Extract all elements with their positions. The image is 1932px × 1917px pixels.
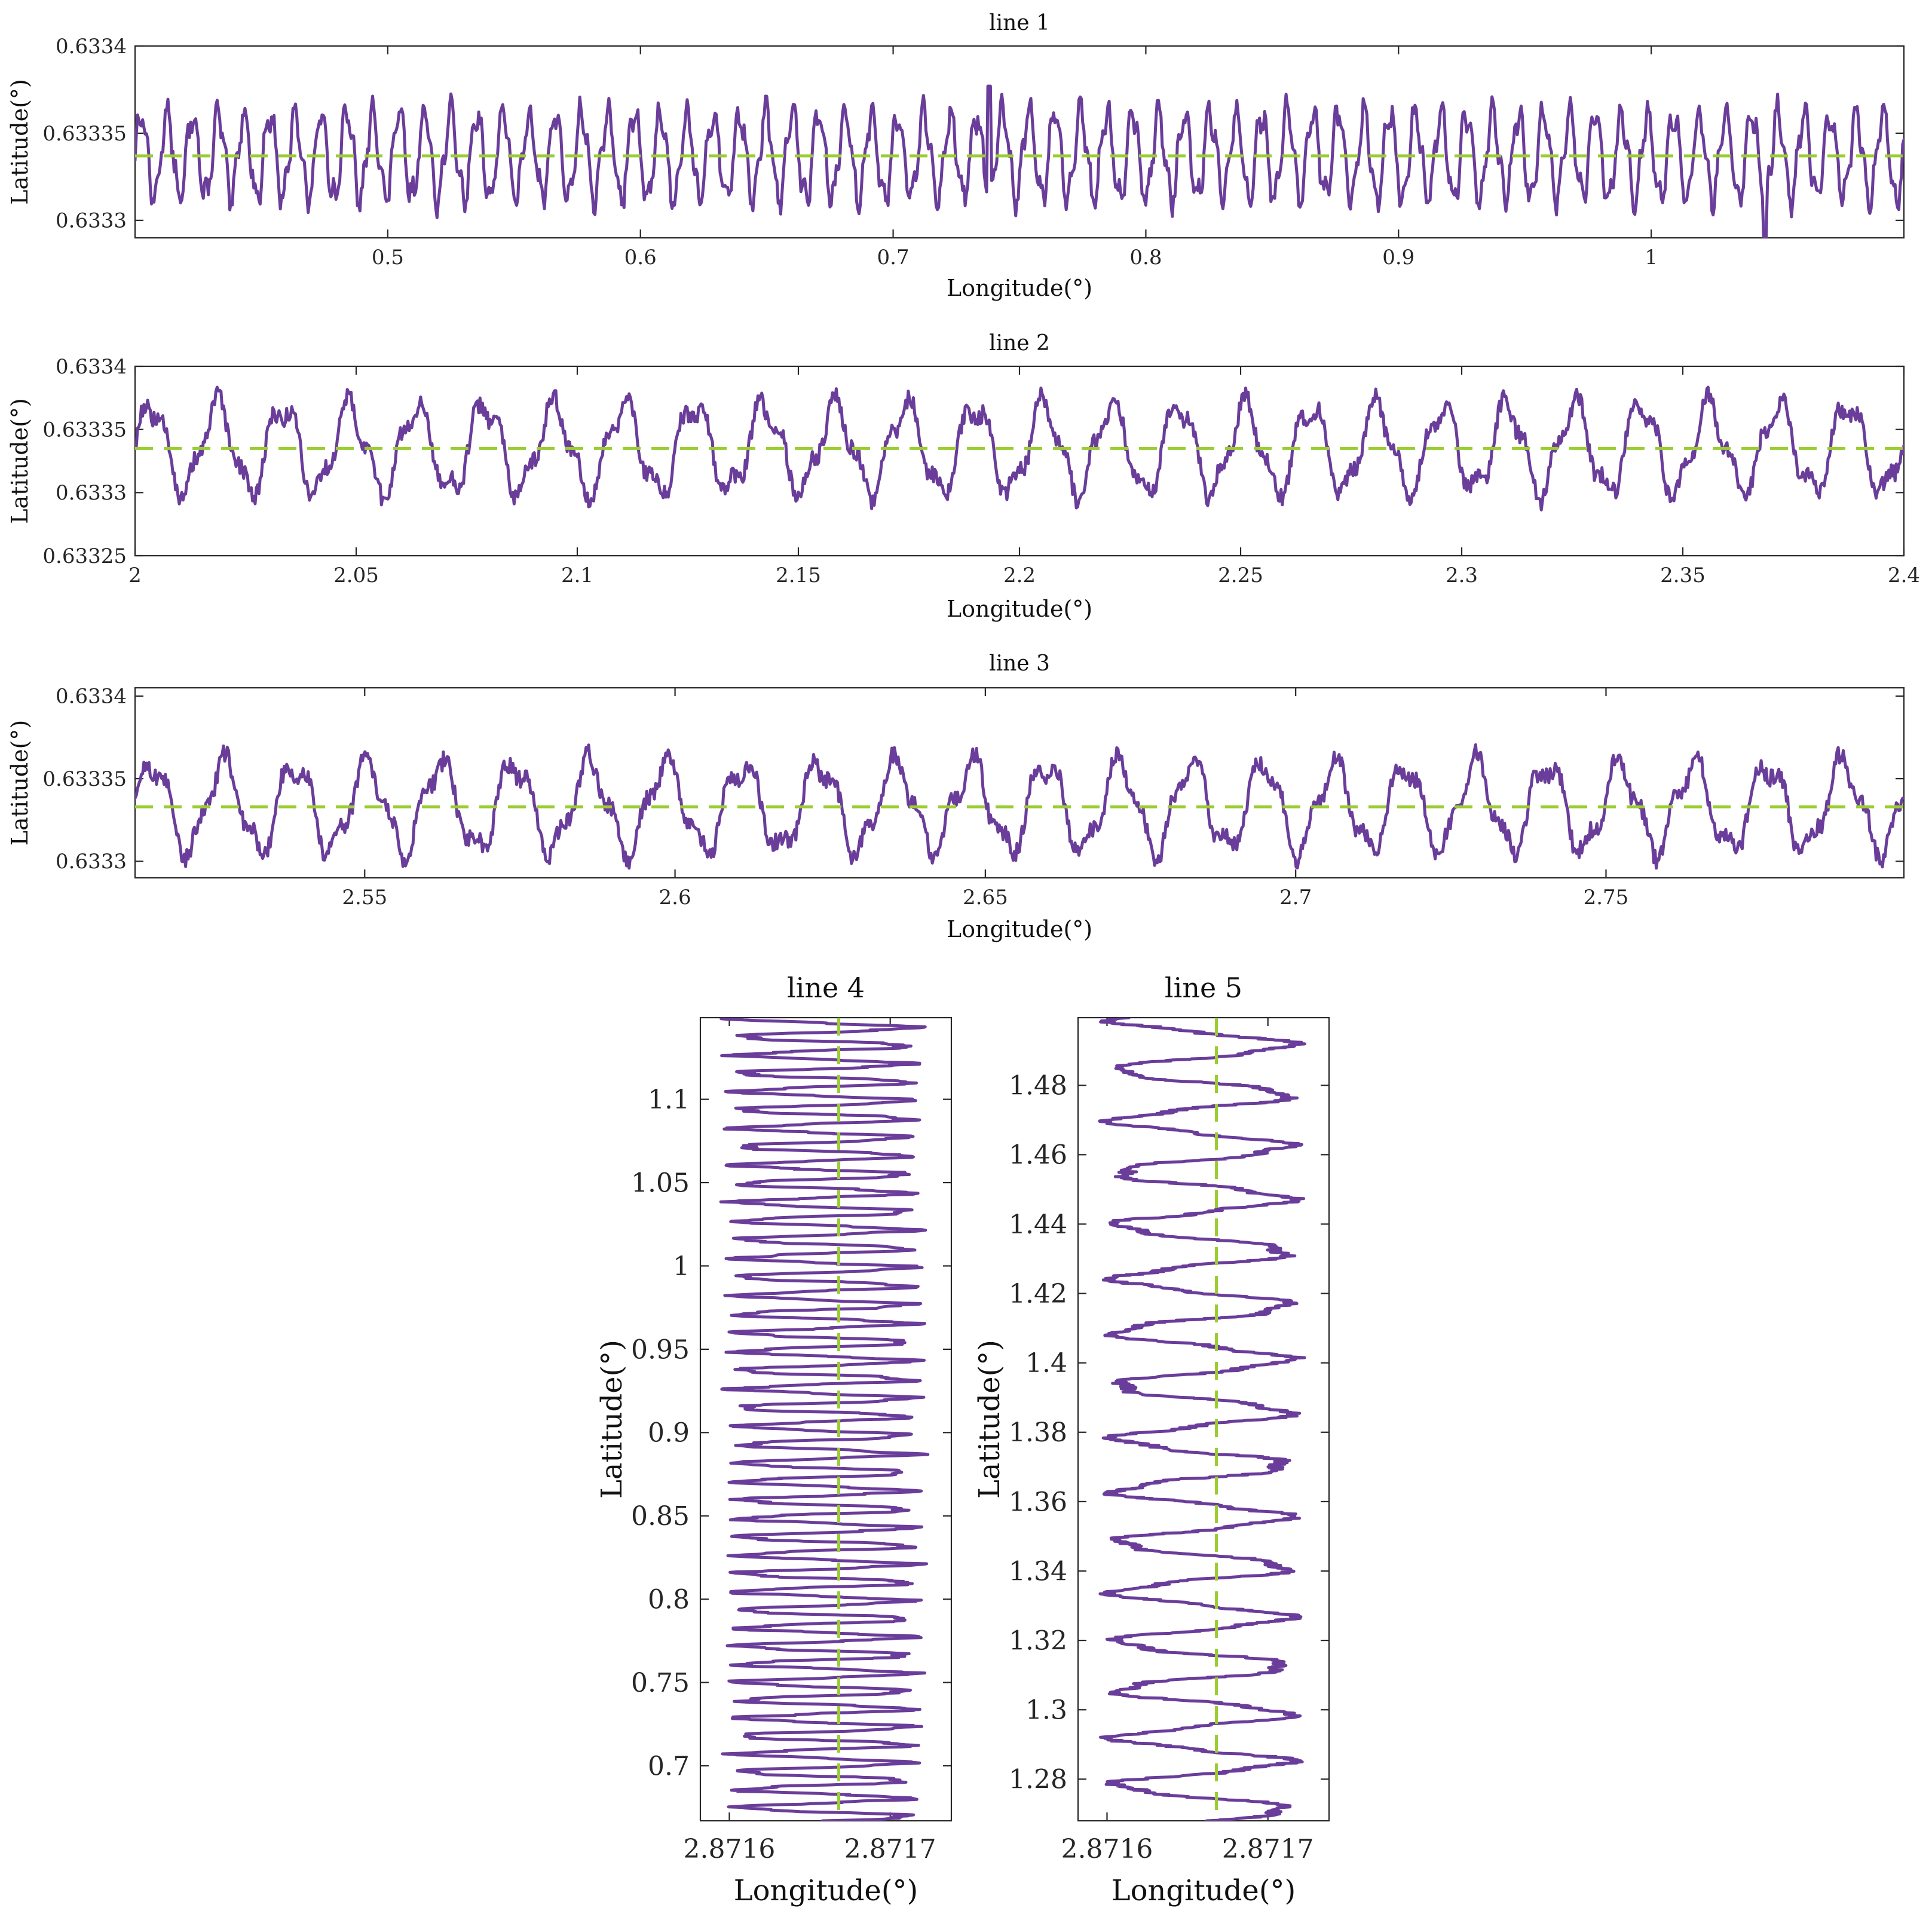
y-tick-label: 1.42 (1009, 1279, 1067, 1309)
panel-line5: 2.8716 2.8717 1.28 1.3 1.32 1.34 1.36 1.38 1.4 1.… (973, 972, 1330, 1907)
y-tick-label: 0.6334 (56, 685, 127, 709)
y-tick-label: 0.8 (648, 1585, 690, 1615)
axes-frame (1077, 1016, 1330, 1822)
y-tick-label: 0.63335 (42, 418, 127, 442)
x-tick-label: 2.05 (333, 564, 379, 587)
y-tick-label: 0.95 (631, 1334, 690, 1365)
y-tick-label: 0.7 (648, 1751, 690, 1781)
panel-line4: 2.8716 2.8717 0.7 0.75 0.8 0.85 0.9 0.95 1 1.05 1.… (595, 972, 953, 1907)
panel-line1: 0.5 0.6 0.7 0.8 0.9 1 0.6333 0.63335 0.6334 line … (7, 11, 1905, 301)
series-track (719, 1018, 930, 1821)
x-tick-label: 2.7 (1279, 886, 1312, 909)
axes-frame (134, 45, 1905, 239)
y-tick-label: 1.28 (1009, 1765, 1067, 1795)
chart-title: line 2 (989, 331, 1050, 356)
x-tick-label: 0.9 (1382, 246, 1414, 270)
y-axis-label: Latitude(°) (973, 1340, 1006, 1499)
x-tick-label: 2.75 (1584, 886, 1629, 909)
y-tick-label: 0.63335 (42, 767, 127, 791)
series-track (135, 385, 1904, 512)
x-tick-label: 2.35 (1660, 564, 1706, 587)
y-tick-label: 1.34 (1009, 1556, 1067, 1587)
x-tick-label: 2.4 (1888, 564, 1920, 587)
y-tick-label: 1.46 (1009, 1140, 1067, 1171)
chart-title: line 5 (1165, 972, 1242, 1004)
y-tick-label: 0.6333 (56, 209, 127, 233)
x-axis-label: Longitude(°) (947, 596, 1092, 622)
y-axis-label: Latitude(°) (595, 1340, 629, 1499)
x-tick-label: 2 (128, 564, 142, 587)
y-tick-label: 1.05 (631, 1168, 690, 1198)
chart-title: line 1 (989, 11, 1050, 35)
axes-frame (134, 687, 1905, 879)
x-tick-label: 2.8716 (1061, 1834, 1153, 1864)
x-tick-label: 2.8717 (1222, 1834, 1314, 1864)
x-axis-label: Longitude(°) (734, 1874, 918, 1907)
y-tick-label: 1.4 (1025, 1348, 1067, 1379)
y-tick-label: 0.9 (648, 1418, 690, 1449)
x-axis-label: Longitude(°) (1112, 1874, 1296, 1907)
y-tick-label: 1.32 (1009, 1626, 1067, 1656)
x-tick-label: 2.55 (342, 886, 387, 909)
panel-line3: 2.55 2.6 2.65 2.7 2.75 0.6333 0.63335 0.6334 lin… (7, 651, 1905, 942)
x-tick-label: 2.1 (561, 564, 593, 587)
y-tick-label: 1.1 (648, 1085, 690, 1115)
y-tick-label: 0.85 (631, 1501, 690, 1532)
y-tick-label: 0.75 (631, 1668, 690, 1698)
series-track (135, 743, 1904, 870)
x-tick-label: 1 (1645, 246, 1658, 270)
y-tick-label: 0.6333 (56, 850, 127, 874)
y-tick-label: 1.48 (1009, 1071, 1067, 1101)
x-tick-label: 2.8716 (683, 1834, 775, 1864)
y-tick-label: 1.36 (1009, 1487, 1067, 1517)
y-tick-label: 0.63335 (42, 122, 127, 146)
x-tick-label: 2.65 (963, 886, 1008, 909)
y-tick-label: 1.3 (1025, 1695, 1067, 1726)
x-tick-label: 0.5 (372, 246, 404, 270)
x-axis-label: Longitude(°) (947, 916, 1092, 942)
series-track (1098, 1018, 1306, 1821)
x-tick-label: 2.25 (1218, 564, 1263, 587)
x-tick-label: 2.2 (1003, 564, 1036, 587)
panel-line2: 2 2.05 2.1 2.15 2.2 2.25 2.3 2.35 2.4 0.63325 0.63… (7, 331, 1920, 622)
y-axis-label: Latitude(°) (7, 398, 33, 524)
y-tick-label: 0.6334 (56, 35, 127, 59)
chart-title: line 3 (989, 651, 1050, 676)
axes-frame (134, 365, 1905, 557)
chart-title: line 4 (787, 972, 865, 1004)
x-tick-label: 2.8717 (844, 1834, 936, 1864)
y-tick-label: 1.44 (1009, 1209, 1067, 1240)
x-tick-label: 2.15 (776, 564, 821, 587)
x-tick-label: 0.8 (1129, 246, 1162, 270)
series-track (135, 84, 1904, 238)
y-tick-label: 1.38 (1009, 1417, 1067, 1448)
x-tick-label: 0.7 (877, 246, 910, 270)
x-tick-label: 2.3 (1446, 564, 1478, 587)
y-axis-label: Latitude(°) (7, 79, 33, 205)
y-tick-label: 0.63325 (42, 544, 127, 568)
y-tick-label: 0.6333 (56, 481, 127, 505)
y-tick-label: 0.6334 (56, 355, 127, 379)
x-axis-label: Longitude(°) (947, 275, 1092, 301)
x-tick-label: 2.6 (659, 886, 691, 909)
x-tick-label: 0.6 (624, 246, 657, 270)
y-tick-label: 1 (673, 1251, 690, 1282)
y-axis-label: Latitude(°) (7, 720, 33, 846)
